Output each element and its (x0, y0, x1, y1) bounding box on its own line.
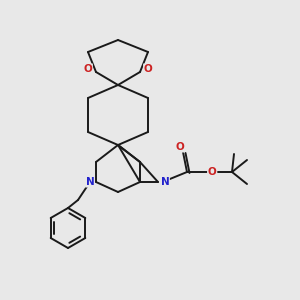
Text: O: O (84, 64, 92, 74)
Text: O: O (176, 142, 184, 152)
Text: O: O (208, 167, 216, 177)
Text: N: N (85, 177, 94, 187)
Text: N: N (160, 177, 169, 187)
Text: O: O (144, 64, 152, 74)
